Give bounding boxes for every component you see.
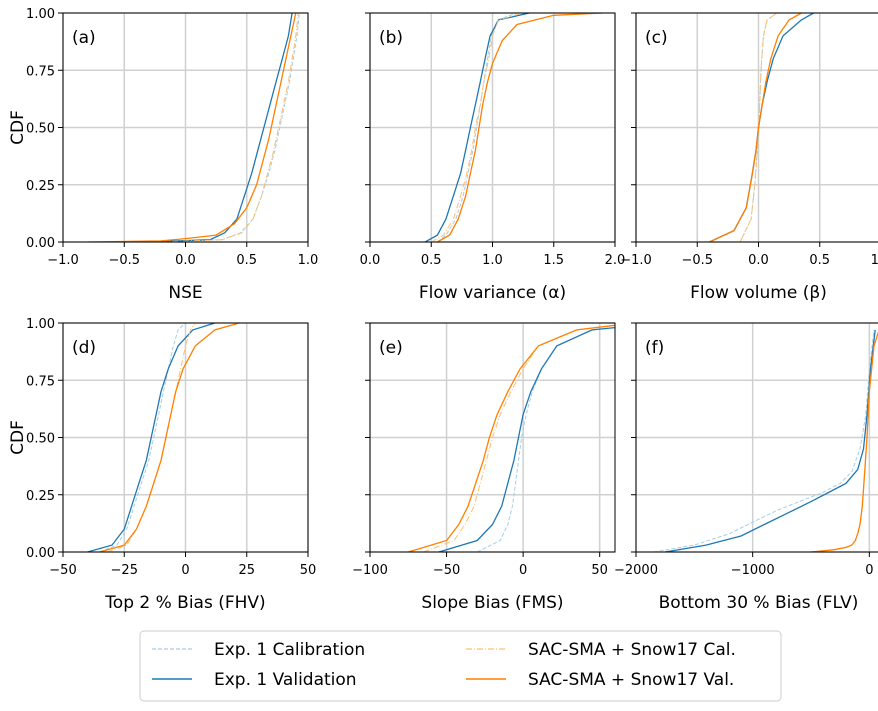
series-line-2 xyxy=(431,13,524,242)
y-tick-label: 0.00 xyxy=(26,546,55,561)
series-line-3 xyxy=(709,13,802,242)
series-line-3 xyxy=(99,323,240,552)
x-tick-label: 0.0 xyxy=(360,253,381,268)
y-tick-label: 0.75 xyxy=(26,64,55,79)
series-line-1 xyxy=(87,323,216,552)
x-tick-label: 1.0 xyxy=(482,253,503,268)
panel-label: (b) xyxy=(379,28,403,48)
x-tick-label: −100 xyxy=(352,563,388,578)
series-line-1 xyxy=(424,13,530,242)
x-tick-label: −1000 xyxy=(731,563,775,578)
x-tick-label: −2000 xyxy=(614,563,658,578)
series-line-0 xyxy=(437,13,518,242)
panel-c: −1.0 −0.5 0.0 0.5 1.0 (c) Flow volume (β) xyxy=(620,12,878,303)
y-tick-label: 0.75 xyxy=(26,374,55,389)
x-tick-label: 0.0 xyxy=(175,253,196,268)
panel-label: (d) xyxy=(72,338,96,358)
x-axis-label: Flow volume (β) xyxy=(690,283,827,303)
x-tick-label: 0.0 xyxy=(748,253,769,268)
y-tick-label: 0.25 xyxy=(26,489,55,504)
panel-label: (e) xyxy=(379,338,403,358)
x-tick-label: 1.0 xyxy=(298,253,319,268)
panel-e: −100 −50 0 50 (e) Slope Bias (FMS) xyxy=(352,322,616,613)
panel-f: −2000 −1000 0 (f) Bottom 30 % Bias (FLV) xyxy=(614,322,878,613)
panel-label: (a) xyxy=(72,28,96,48)
y-tick-label: 0.00 xyxy=(26,236,55,251)
legend-label: SAC-SMA + Snow17 Cal. xyxy=(528,640,736,660)
x-tick-label: 0.5 xyxy=(809,253,830,268)
x-tick-label: −50 xyxy=(49,563,76,578)
y-tick-label: 0.50 xyxy=(26,432,55,447)
y-tick-label: 0.25 xyxy=(26,179,55,194)
x-axis-label: NSE xyxy=(168,283,202,303)
x-tick-label: −0.5 xyxy=(681,253,713,268)
x-tick-label: −25 xyxy=(111,563,138,578)
panel-d: −50 −25 0 25 50 0.00 0.25 0.50 0.75 1.00 (d) Top 2 … xyxy=(8,317,316,613)
legend-box xyxy=(139,630,782,702)
series-line-2 xyxy=(810,331,878,552)
x-tick-label: −50 xyxy=(433,563,460,578)
series-line-1 xyxy=(438,326,615,552)
x-tick-label: 50 xyxy=(591,563,608,578)
series-line-2 xyxy=(160,13,299,242)
series-line-0 xyxy=(99,323,186,552)
x-axis-label: Top 2 % Bias (FHV) xyxy=(104,593,265,613)
series-line-0 xyxy=(653,329,875,552)
x-tick-label: −1.0 xyxy=(620,253,652,268)
series-line-1 xyxy=(665,329,876,552)
x-tick-label: 1.0 xyxy=(871,253,878,268)
y-tick-label: 0.50 xyxy=(26,122,55,137)
y-axis-label: CDF xyxy=(8,110,28,145)
panel-label: (c) xyxy=(645,28,668,48)
x-axis-label: Bottom 30 % Bias (FLV) xyxy=(659,593,859,613)
y-axis-label: CDF xyxy=(8,420,28,455)
panel-b: 0.0 0.5 1.0 1.5 2.0 (b) Flow variance (α) xyxy=(360,12,626,303)
series-line-3 xyxy=(87,13,297,242)
legend-label: SAC-SMA + Snow17 Val. xyxy=(528,670,734,690)
x-tick-label: 25 xyxy=(238,563,255,578)
x-tick-label: −1.0 xyxy=(47,253,79,268)
panel-label: (f) xyxy=(645,338,664,358)
x-tick-label: 2.0 xyxy=(605,253,626,268)
series-line-2 xyxy=(423,324,615,552)
y-tick-label: 1.00 xyxy=(26,7,55,22)
series-line-3 xyxy=(408,324,615,552)
x-axis-label: Slope Bias (FMS) xyxy=(421,593,563,613)
series-line-1 xyxy=(148,13,293,242)
x-tick-label: 1.5 xyxy=(543,253,564,268)
x-tick-label: 0 xyxy=(865,563,873,578)
x-tick-label: 0 xyxy=(181,563,189,578)
x-tick-label: 0.5 xyxy=(421,253,442,268)
legend-label: Exp. 1 Calibration xyxy=(214,640,365,660)
series-line-3 xyxy=(437,13,603,242)
x-tick-label: 50 xyxy=(300,563,317,578)
legend: Exp. 1 Calibration Exp. 1 Validation SAC-S… xyxy=(139,630,782,702)
x-axis-label: Flow variance (α) xyxy=(419,283,566,303)
x-tick-label: 0 xyxy=(519,563,527,578)
x-tick-label: 0.5 xyxy=(236,253,257,268)
series-line-2 xyxy=(739,13,778,242)
y-tick-label: 1.00 xyxy=(26,317,55,332)
legend-label: Exp. 1 Validation xyxy=(214,670,357,690)
x-tick-label: −0.5 xyxy=(108,253,140,268)
series-line-3 xyxy=(810,331,878,552)
panel-a: −1.0 −0.5 0.0 0.5 1.0 0.00 0.25 0.50 0.75 1.00 (a)… xyxy=(8,7,318,303)
